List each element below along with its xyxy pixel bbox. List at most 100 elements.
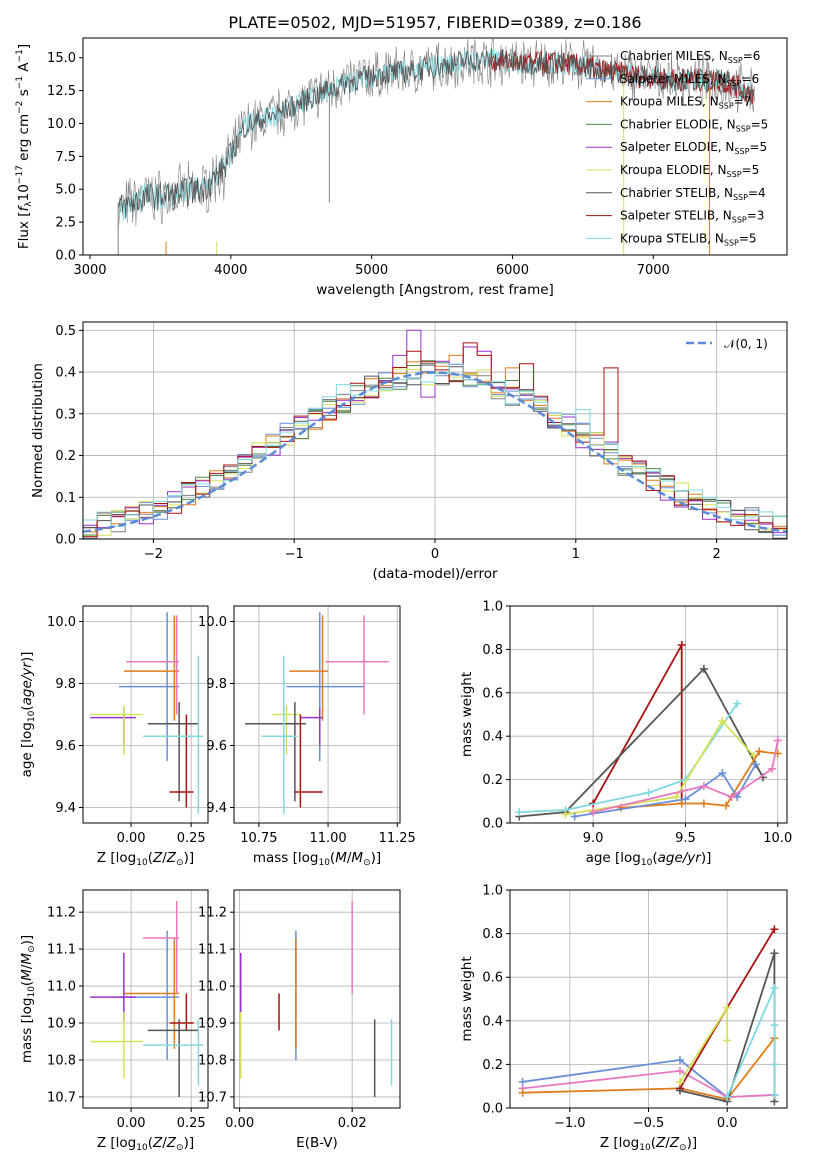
weight-line <box>522 1069 775 1099</box>
weight-marker <box>768 764 777 773</box>
weight-marker <box>770 925 779 934</box>
weight-marker <box>675 1086 684 1095</box>
x-tick-label: 2 <box>712 547 720 562</box>
weight-line <box>522 1037 776 1101</box>
panel-residuals: −2 −1 0 1 2 0.0 0.1 0.2 0.3 0.4 0.5 (data-model)/er… <box>30 321 788 582</box>
y-tick-label: 10.0 <box>198 615 227 630</box>
weight-marker <box>770 1021 779 1030</box>
weight-marker <box>699 799 708 808</box>
axes-frame <box>509 889 788 1109</box>
y-tick-label: 11.0 <box>47 980 76 995</box>
y-tick-label: 0.0 <box>55 249 76 264</box>
legend-entry: Kroupa ELODIE, NSSP=5 <box>620 163 759 179</box>
x-tick-label: 0.25 <box>177 831 206 846</box>
y-tick-label: 0.5 <box>55 324 76 339</box>
y-tick-label: 10.0 <box>47 615 76 630</box>
y-tick-label: 11.2 <box>47 906 76 921</box>
plot-area-residuals <box>82 329 788 539</box>
weight-marker <box>644 788 653 797</box>
weight-marker <box>718 769 727 778</box>
weight-marker <box>755 747 764 756</box>
plot-layer: 3000 4000 5000 6000 70000.02.55.07.510.012.5… <box>15 37 792 1153</box>
legend-entry: 𝒩(0, 1) <box>724 337 768 351</box>
y-tick-label: 10.9 <box>198 1017 227 1032</box>
y-axis-label: Flux [fλ10−17 erg cm−2 s−1 A−1] <box>15 44 34 249</box>
y-tick-label: 0.0 <box>482 1102 503 1117</box>
weight-marker <box>723 1036 732 1045</box>
panel-weight_vs_Z: −1.0 −0.5 0.0 0.0 0.2 0.4 0.6 0.8 1.0 Z [log10(Z/… <box>459 884 788 1153</box>
y-tick-label: 11.0 <box>198 980 227 995</box>
panel-mass_vs_Z: 0.00 0.25 10.7 10.8 10.9 11.0 11.1 11.2 Z [log10… <box>19 889 209 1153</box>
y-tick-label: 0.8 <box>482 927 503 942</box>
x-tick-label: 0.02 <box>338 1116 367 1131</box>
y-tick-label: 0.2 <box>482 773 503 788</box>
x-tick-label: 4000 <box>214 263 247 278</box>
x-tick-label: 10.0 <box>763 831 792 846</box>
panel-age_vs_mass: 10.75 11.00 11.25 9.4 9.6 9.8 10.0 mass [log10(… <box>198 605 416 868</box>
plot-area-age_vs_Z <box>90 612 204 814</box>
x-axis-label: Z [log10(Z/Z⊙)] <box>600 1135 697 1153</box>
x-tick-label: 0.00 <box>117 1116 146 1131</box>
x-tick-label: −2 <box>144 547 163 562</box>
weight-marker <box>751 760 760 769</box>
y-tick-label: 10.7 <box>198 1090 227 1105</box>
y-tick-label: 7.5 <box>55 150 76 165</box>
y-tick-label: 9.4 <box>206 801 227 816</box>
x-tick-label: 11.00 <box>309 831 346 846</box>
panel-mass_vs_ebv: 0.00 0.02 10.7 10.8 10.9 11.0 11.1 11.2 E(B-V) <box>198 889 401 1151</box>
axes-frame <box>82 889 209 1109</box>
y-tick-label: 9.6 <box>55 739 76 754</box>
y-tick-label: 11.2 <box>198 906 227 921</box>
weight-marker <box>570 812 579 821</box>
legend-entry: Kroupa MILES, NSSP=7 <box>620 95 751 111</box>
y-tick-label: 11.1 <box>198 943 227 958</box>
y-tick-label: 10.8 <box>47 1053 76 1068</box>
y-tick-label: 10.9 <box>47 1017 76 1032</box>
y-tick-label: 0.1 <box>55 491 76 506</box>
y-tick-label: 15.0 <box>47 51 76 66</box>
plot-area-spectrum <box>117 39 755 255</box>
y-tick-label: 9.4 <box>55 801 76 816</box>
legend-entry: Salpeter ELODIE, NSSP=5 <box>620 140 767 156</box>
x-tick-label: −1 <box>285 547 304 562</box>
weight-marker <box>722 801 731 810</box>
y-tick-label: 0.4 <box>482 730 503 745</box>
weight-marker <box>718 717 727 726</box>
weight-marker <box>723 1093 732 1102</box>
axes-frame <box>509 605 788 824</box>
weight-marker <box>733 699 742 708</box>
y-tick-label: 10.8 <box>198 1053 227 1068</box>
y-tick-label: 0.2 <box>482 1058 503 1073</box>
x-tick-label: −1.0 <box>554 1116 586 1131</box>
weight-marker <box>681 795 690 804</box>
spectrum-title: PLATE=0502, MJD=51957, FIBERID=0389, z=0… <box>228 13 641 32</box>
x-tick-label: 0 <box>431 547 439 562</box>
x-tick-label: 0.25 <box>177 1116 206 1131</box>
legend-entry: Salpeter STELIB, NSSP=3 <box>620 209 764 225</box>
x-tick-label: 0.00 <box>225 1116 254 1131</box>
y-tick-label: 0.2 <box>55 449 76 464</box>
y-tick-label: 12.5 <box>47 84 76 99</box>
x-axis-label: wavelength [Angstrom, rest frame] <box>316 282 554 298</box>
legend-entry: Chabrier ELODIE, NSSP=5 <box>620 117 768 133</box>
y-tick-label: 0.3 <box>55 407 76 422</box>
x-tick-label: 6000 <box>496 263 529 278</box>
weight-marker <box>770 1090 779 1099</box>
axes-frame <box>233 889 401 1109</box>
spectrum-line-chabrier_miles <box>117 39 755 227</box>
x-axis-label: mass [log10(M/M⊙)] <box>253 850 381 868</box>
legend-entry: Chabrier STELIB, NSSP=4 <box>620 186 766 202</box>
spectrum-legend: Chabrier MILES, NSSP=6 Salpeter MILES, NS… <box>586 49 768 247</box>
y-tick-label: 9.8 <box>55 677 76 692</box>
x-axis-label: (data-model)/error <box>372 566 498 582</box>
weight-marker <box>770 949 779 958</box>
weight-marker <box>727 792 736 801</box>
legend-entry: Chabrier MILES, NSSP=6 <box>620 49 760 65</box>
axes-frame <box>233 605 401 824</box>
x-axis-label: E(B-V) <box>296 1135 338 1151</box>
axes-frame <box>82 605 209 824</box>
x-tick-label: 9.0 <box>583 831 604 846</box>
y-tick-label: 2.5 <box>55 216 76 231</box>
weight-marker <box>675 1056 684 1065</box>
weight-marker <box>677 641 686 650</box>
